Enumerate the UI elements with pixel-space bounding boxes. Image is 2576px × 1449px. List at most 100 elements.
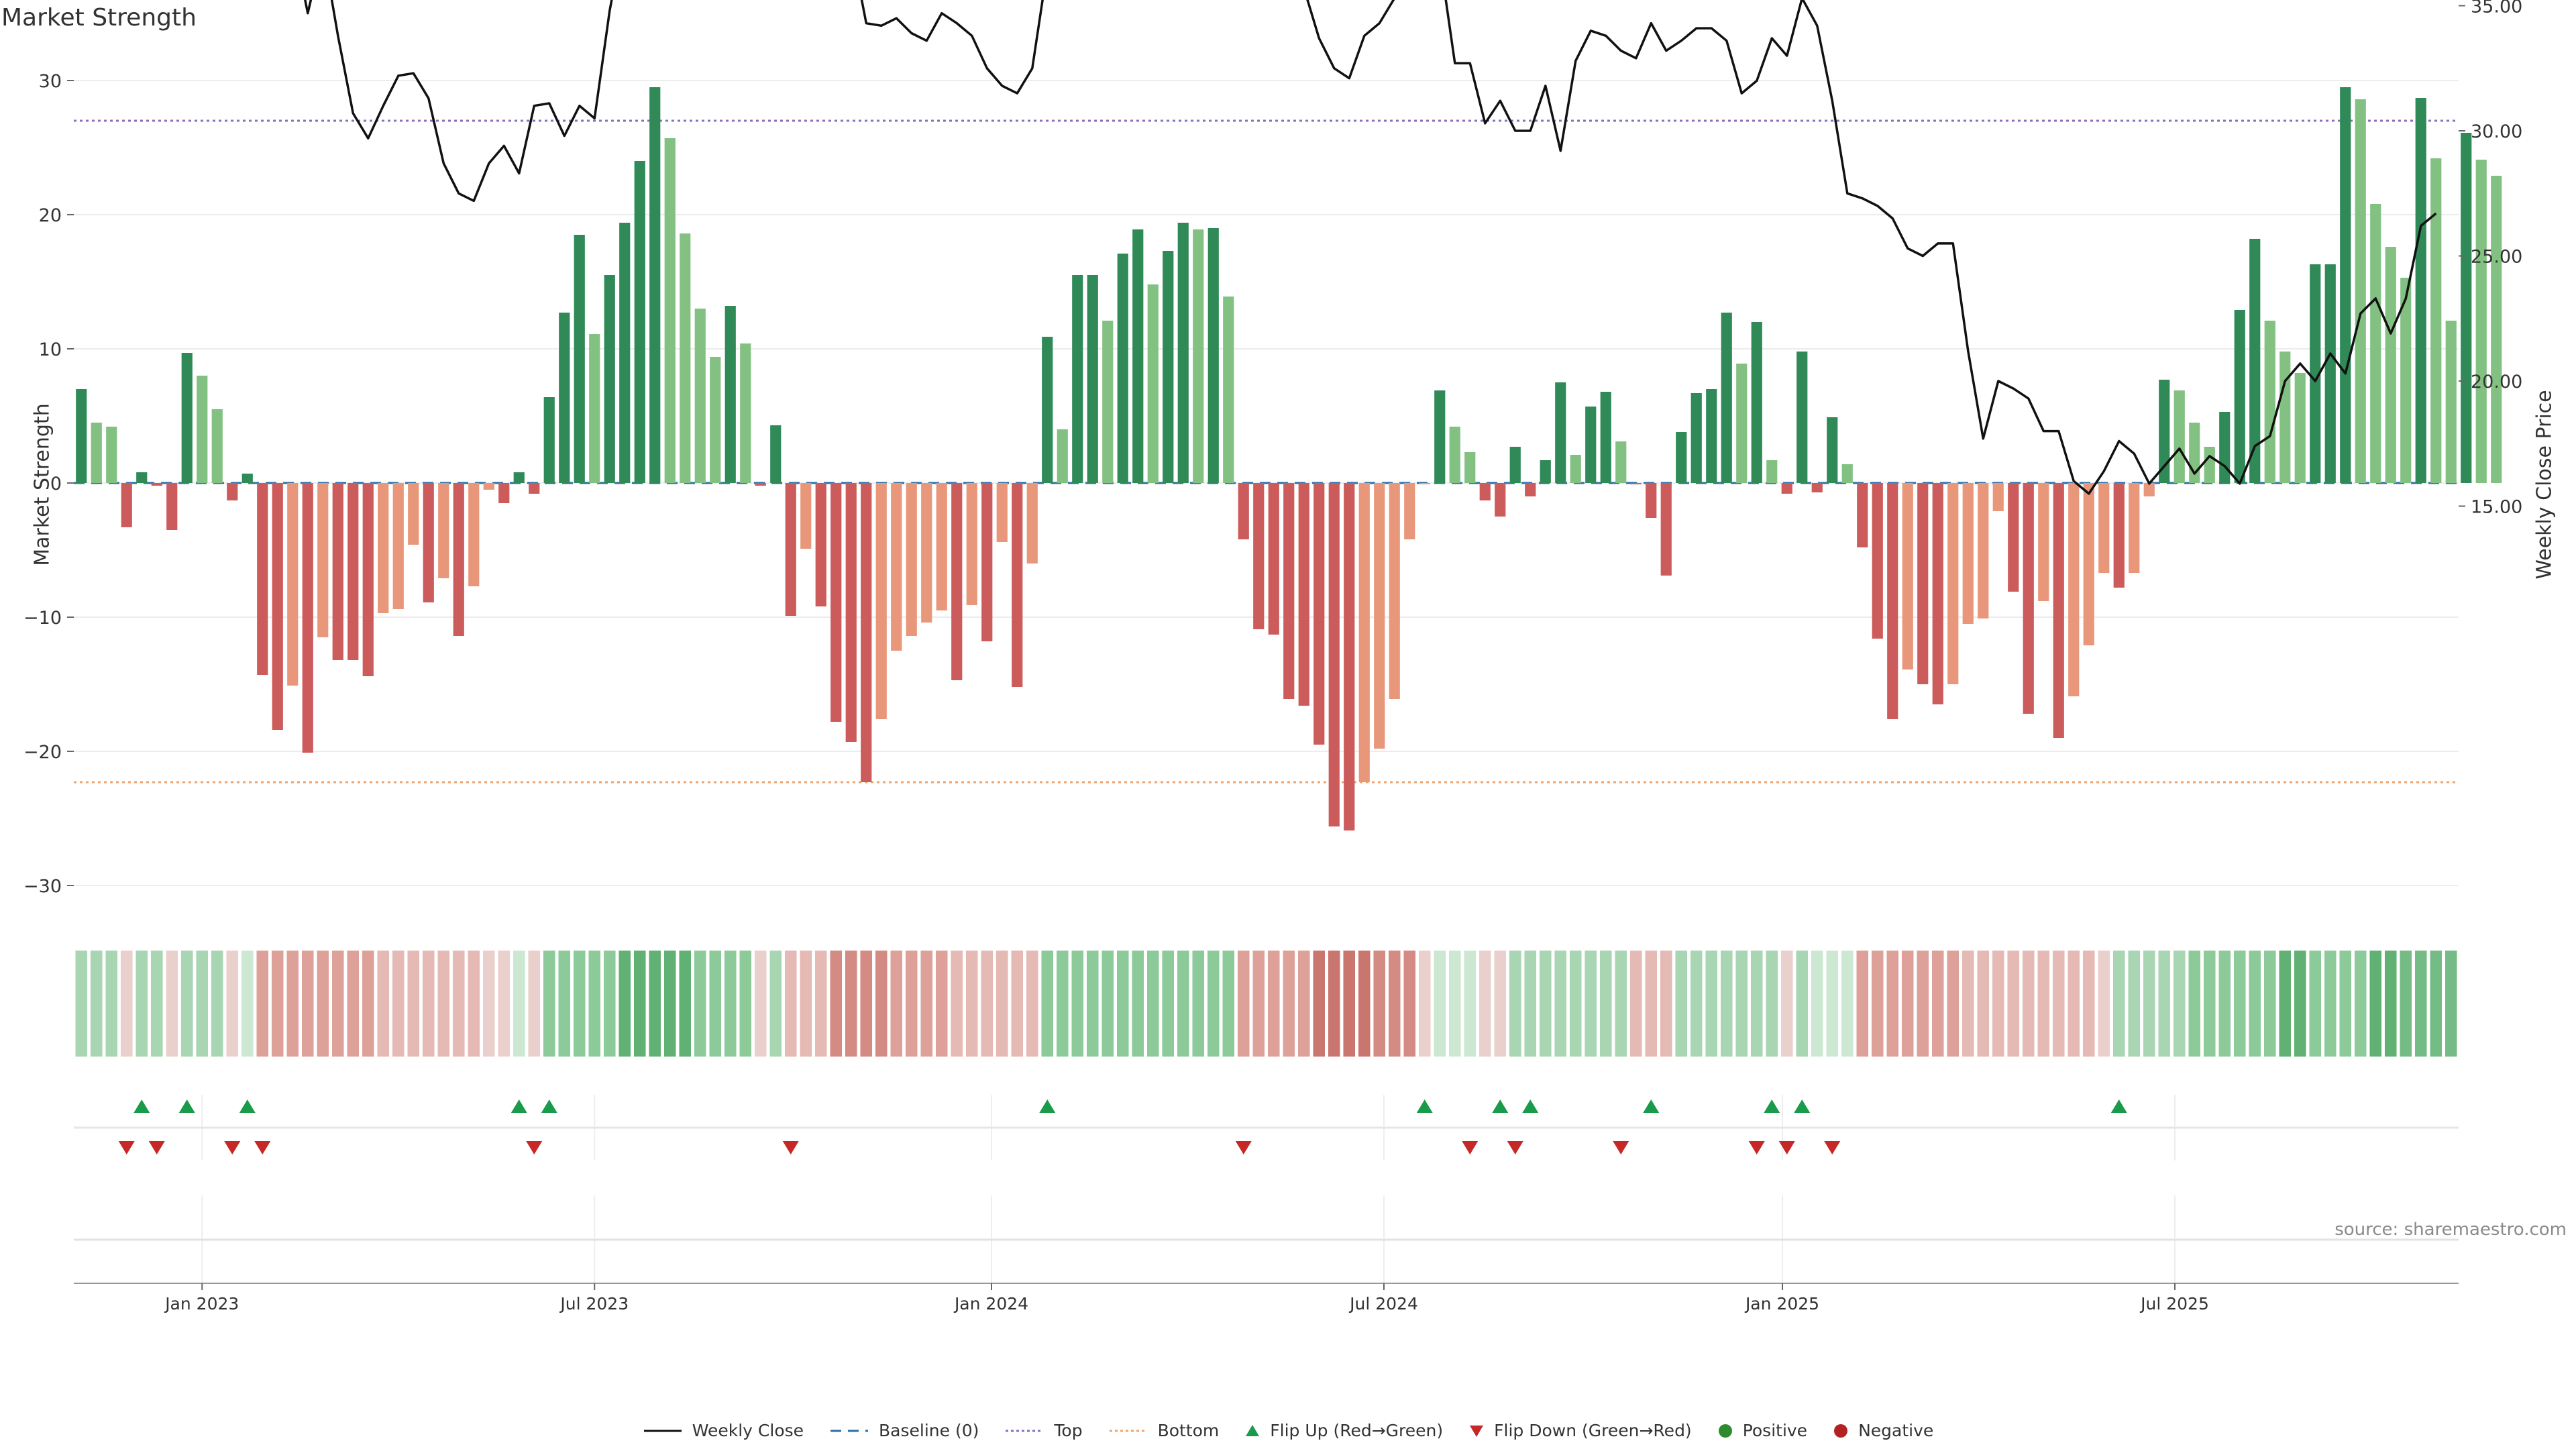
heat-cell — [965, 951, 978, 1057]
heat-cell — [1102, 951, 1114, 1057]
heat-cell — [2369, 951, 2382, 1057]
strength-bar — [543, 397, 555, 483]
tick-label-left: −20 — [23, 742, 62, 763]
flip-markers — [74, 1099, 2459, 1241]
heat-cell — [890, 951, 903, 1057]
legend-item-bottom: Bottom — [1108, 1421, 1219, 1440]
tick-label-right: 25.00 — [2471, 247, 2522, 268]
strength-bar — [1509, 447, 1521, 483]
source-note: source: sharemaestro.com — [2334, 1220, 2567, 1240]
strength-bar — [197, 376, 208, 483]
heat-cell — [920, 951, 933, 1057]
strength-bar — [227, 483, 238, 500]
heat-cell — [875, 951, 888, 1057]
heat-cell — [935, 951, 948, 1057]
legend-item-flip-up: Flip Up (Red→Green) — [1244, 1421, 1443, 1440]
strength-bar — [468, 483, 480, 586]
strength-bar — [1796, 352, 1808, 483]
strength-bar — [710, 357, 721, 483]
tick-label-left: 20 — [39, 205, 62, 226]
flip-down-marker — [1824, 1141, 1841, 1155]
heat-cell — [679, 951, 692, 1057]
heat-cell — [663, 951, 676, 1057]
strength-bar — [800, 483, 812, 549]
heat-cell — [1796, 951, 1809, 1057]
heat-cell — [1403, 951, 1416, 1057]
strength-bar — [1706, 389, 1717, 483]
flip-down-marker — [782, 1141, 799, 1155]
strength-bar — [408, 483, 419, 545]
strength-bar — [724, 306, 736, 483]
heat-cell — [830, 951, 843, 1057]
heat-cell — [1524, 951, 1537, 1057]
heat-cell — [90, 951, 103, 1057]
heat-cell — [2158, 951, 2171, 1057]
heat-cell — [1146, 951, 1159, 1057]
heat-cell — [2249, 951, 2261, 1057]
strength-bars — [76, 87, 2502, 830]
heat-cell — [1041, 951, 1054, 1057]
heat-cell — [1856, 951, 1869, 1057]
heat-cell — [709, 951, 722, 1057]
strength-bar — [2129, 483, 2140, 573]
strength-bar — [680, 233, 691, 483]
heat-cell — [331, 951, 344, 1057]
strength-bar — [2340, 87, 2351, 483]
legend-item-flip-down: Flip Down (Green→Red) — [1468, 1421, 1692, 1440]
heat-cell — [1071, 951, 1084, 1057]
heat-cell — [362, 951, 374, 1057]
heat-cell — [800, 951, 812, 1057]
strength-bar — [2370, 204, 2381, 483]
heat-cell — [739, 951, 752, 1057]
strength-bar — [845, 483, 857, 742]
flip-up-marker — [178, 1099, 195, 1113]
strength-bar — [2294, 373, 2306, 483]
heat-cell — [588, 951, 601, 1057]
strength-bar — [619, 223, 631, 483]
heat-cell — [1011, 951, 1024, 1057]
strength-bar — [378, 483, 389, 613]
heat-cell — [1901, 951, 1914, 1057]
heat-cell — [1267, 951, 1280, 1057]
legend-item-baseline: Baseline (0) — [829, 1421, 979, 1440]
strength-bar — [1238, 483, 1249, 539]
strength-bar — [76, 389, 87, 483]
heat-cell — [196, 951, 209, 1057]
tick-label-left: 0 — [50, 474, 62, 494]
strength-bar — [2264, 321, 2275, 483]
heat-cell — [1660, 951, 1672, 1057]
strength-bar — [1585, 407, 1597, 483]
strength-bar — [981, 483, 993, 641]
legend-label: Top — [1054, 1421, 1083, 1440]
heat-cell — [1886, 951, 1899, 1057]
heat-cell — [1841, 951, 1854, 1057]
strength-bar — [2430, 158, 2442, 483]
heat-cell — [347, 951, 360, 1057]
strength-bar — [1283, 483, 1295, 699]
strength-bar — [2068, 483, 2080, 696]
strength-bar — [1751, 322, 1762, 483]
strength-bar — [574, 235, 585, 483]
heat-cell — [1086, 951, 1099, 1057]
strength-bar — [2310, 264, 2321, 483]
strength-bar — [1253, 483, 1265, 629]
triangle-down-icon — [1470, 1425, 1484, 1437]
strength-bar — [529, 483, 540, 494]
heat-cell — [860, 951, 873, 1057]
heat-cell — [2022, 951, 2035, 1057]
flip-up-marker — [2110, 1099, 2127, 1113]
strength-bar — [181, 353, 193, 483]
heat-cell — [437, 951, 450, 1057]
strength-bar — [1615, 441, 1627, 483]
strength-bar — [1268, 483, 1279, 635]
flip-up-marker — [1039, 1099, 1056, 1113]
strength-bar — [2385, 247, 2396, 483]
strength-bar — [2038, 483, 2049, 601]
strength-bar — [106, 427, 117, 483]
strength-bar — [1660, 483, 1672, 576]
strength-bar — [166, 483, 178, 530]
heat-cell — [422, 951, 435, 1057]
heat-cell — [1132, 951, 1144, 1057]
heat-cell — [1252, 951, 1265, 1057]
strength-bar — [1223, 297, 1234, 483]
